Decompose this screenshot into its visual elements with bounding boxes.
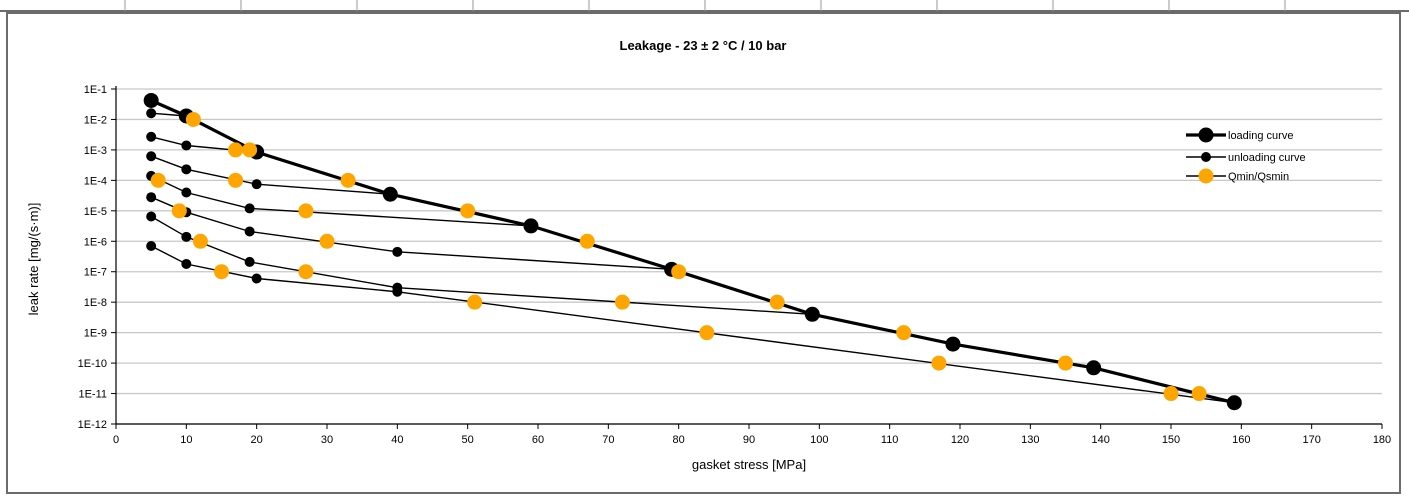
loading-curve-line: [150, 99, 1235, 405]
unloading-curve-point: [181, 164, 192, 175]
x-tick-label: 170: [1302, 434, 1320, 446]
top-table-strip: [0, 0, 1409, 12]
chart-title: Leakage - 23 ± 2 °C / 10 bar: [620, 38, 787, 53]
unloading-curve-point: [146, 108, 157, 119]
qmin-point: [769, 294, 785, 310]
loading-curve-point: [523, 218, 539, 234]
y-tick-label: 1E-1: [84, 84, 107, 96]
legend-qmin-label: Qmin/Qsmin: [1228, 171, 1289, 183]
y-tick-label: 1E-5: [84, 206, 107, 218]
x-axis-label: gasket stress [MPa]: [692, 457, 806, 472]
loading-curve-point: [804, 306, 820, 322]
unloading-curve-point: [146, 131, 157, 142]
unloading-curve-point: [244, 256, 255, 267]
y-tick-label: 1E-11: [78, 389, 107, 401]
unloading-curve-point: [146, 192, 157, 203]
x-tick-label: 110: [881, 434, 899, 446]
x-tick-label: 130: [1021, 434, 1039, 446]
y-axis-label: leak rate [mg/(s·m)]: [26, 203, 41, 316]
qmin-point: [150, 172, 166, 188]
qmin-point: [192, 233, 208, 249]
qmin-point: [467, 294, 483, 310]
qmin-point: [171, 203, 187, 219]
y-tick-label: 1E-8: [84, 297, 107, 309]
legend-loading-label: loading curve: [1228, 130, 1293, 142]
x-tick-label: 70: [602, 434, 614, 446]
qmin-point: [319, 233, 335, 249]
x-tick-label: 90: [743, 434, 755, 446]
x-tick-label: 140: [1091, 434, 1109, 446]
x-tick-label: 100: [810, 434, 828, 446]
qmin-point: [614, 294, 630, 310]
x-tick-label: 120: [951, 434, 969, 446]
qmin-point: [298, 264, 314, 280]
qmin-point: [1058, 355, 1073, 371]
x-tick-label: 50: [462, 434, 474, 446]
legend-qmin-marker: [1198, 168, 1214, 184]
loading-curve-point: [1226, 395, 1242, 411]
x-tick-label: 160: [1232, 434, 1250, 446]
unloading-curve-point: [181, 231, 192, 242]
qmin-point: [1163, 386, 1179, 402]
y-tick-label: 1E-6: [84, 236, 107, 248]
unloading-curve-line: [150, 155, 391, 195]
qmin-point: [460, 203, 476, 219]
qmin-point: [185, 111, 201, 127]
qmin-point: [214, 264, 229, 280]
leakage-chart: Leakage - 23 ± 2 °C / 10 bar leak rate […: [26, 38, 1391, 472]
y-tick-label: 1E-12: [78, 419, 107, 431]
qmin-point: [896, 325, 912, 341]
y-tick-label: 1E-4: [84, 175, 107, 187]
legend-unloading-label: unloading curve: [1228, 152, 1306, 164]
qmin-point: [228, 172, 244, 188]
unloading-curve-point: [244, 203, 255, 214]
y-tick-label: 1E-10: [78, 358, 107, 370]
unloading-curve-point: [181, 187, 192, 198]
unloading-curve-point: [181, 258, 192, 269]
unloading-curve-point: [146, 240, 157, 251]
x-tick-label: 40: [391, 434, 403, 446]
qmin-point: [1191, 386, 1207, 402]
loading-curve-point: [382, 186, 398, 202]
unloading-curve-point: [392, 286, 403, 297]
qmin-point: [242, 142, 258, 158]
qmin-point: [298, 203, 314, 219]
x-tick-label: 180: [1373, 434, 1391, 446]
x-tick-label: 80: [673, 434, 685, 446]
unloading-curve-line: [150, 175, 532, 227]
qmin-point: [579, 233, 595, 249]
unloading-curve-point: [146, 151, 157, 162]
legend-loading-marker: [1198, 127, 1214, 143]
qmin-point: [699, 325, 715, 341]
y-tick-label: 1E-3: [84, 145, 107, 157]
x-tick-label: 10: [180, 434, 192, 446]
unloading-curve-point: [251, 179, 262, 190]
chart-frame: Leakage - 23 ± 2 °C / 10 bar leak rate […: [6, 12, 1401, 494]
y-tick-label: 1E-7: [84, 267, 107, 279]
unloading-curve-line: [150, 245, 1235, 404]
qmin-point: [931, 355, 947, 371]
unloading-curve-point: [251, 273, 262, 284]
loading-curve-point: [1086, 360, 1102, 376]
x-tick-label: 150: [1162, 434, 1180, 446]
x-tick-label: 20: [251, 434, 263, 446]
unloading-curve-point: [146, 211, 157, 222]
qmin-point: [340, 172, 356, 188]
x-tick-label: 60: [532, 434, 544, 446]
y-tick-label: 1E-9: [84, 328, 107, 340]
loading-curve-point: [945, 336, 961, 352]
unloading-curve-line: [150, 196, 672, 270]
legend-unloading-marker: [1201, 152, 1211, 162]
y-tick-label: 1E-2: [84, 114, 107, 126]
unloading-curve-point: [181, 140, 192, 151]
qmin-point: [228, 142, 244, 158]
unloading-curve-point: [392, 246, 403, 257]
x-tick-label: 30: [321, 434, 333, 446]
x-tick-label: 0: [113, 434, 119, 446]
unloading-curve-point: [244, 226, 255, 237]
qmin-point: [671, 264, 687, 280]
loading-curve-point: [143, 92, 159, 108]
